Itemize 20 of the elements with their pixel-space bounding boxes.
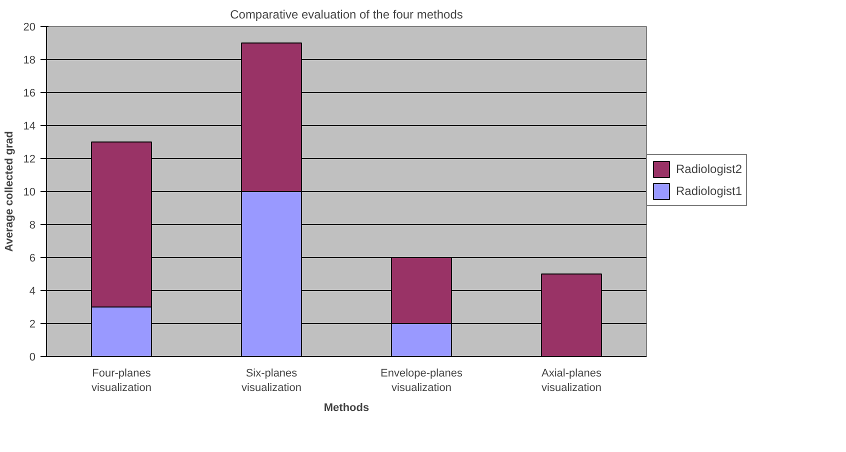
- y-tick-label: 14: [23, 120, 36, 132]
- y-tick-label: 8: [29, 220, 36, 232]
- y-axis-title: Average collected grad: [3, 131, 16, 252]
- y-tick-label: 4: [29, 286, 36, 298]
- y-tick-label: 18: [23, 54, 36, 66]
- y-tick-label: 0: [29, 352, 36, 364]
- y-tick-label: 6: [29, 252, 36, 264]
- y-tick-label: 16: [23, 88, 36, 100]
- x-tick-label: Envelope-planes visualization: [380, 368, 463, 394]
- y-tick-label: 20: [23, 22, 36, 34]
- y-tick-label: 2: [29, 318, 36, 330]
- x-tick-label: Six-planes visualization: [242, 368, 302, 394]
- y-tick-label: 12: [23, 154, 36, 166]
- legend-label: Radiologist2: [676, 162, 742, 176]
- legend-label: Radiologist1: [676, 184, 742, 198]
- x-tick-label: Axial-planes visualization: [542, 368, 602, 394]
- chart-title: Comparative evaluation of the four methods: [230, 8, 463, 22]
- y-tick-label: 10: [23, 186, 36, 198]
- x-tick-label: Four-planes visualization: [92, 368, 152, 394]
- x-axis-title: Methods: [324, 402, 370, 414]
